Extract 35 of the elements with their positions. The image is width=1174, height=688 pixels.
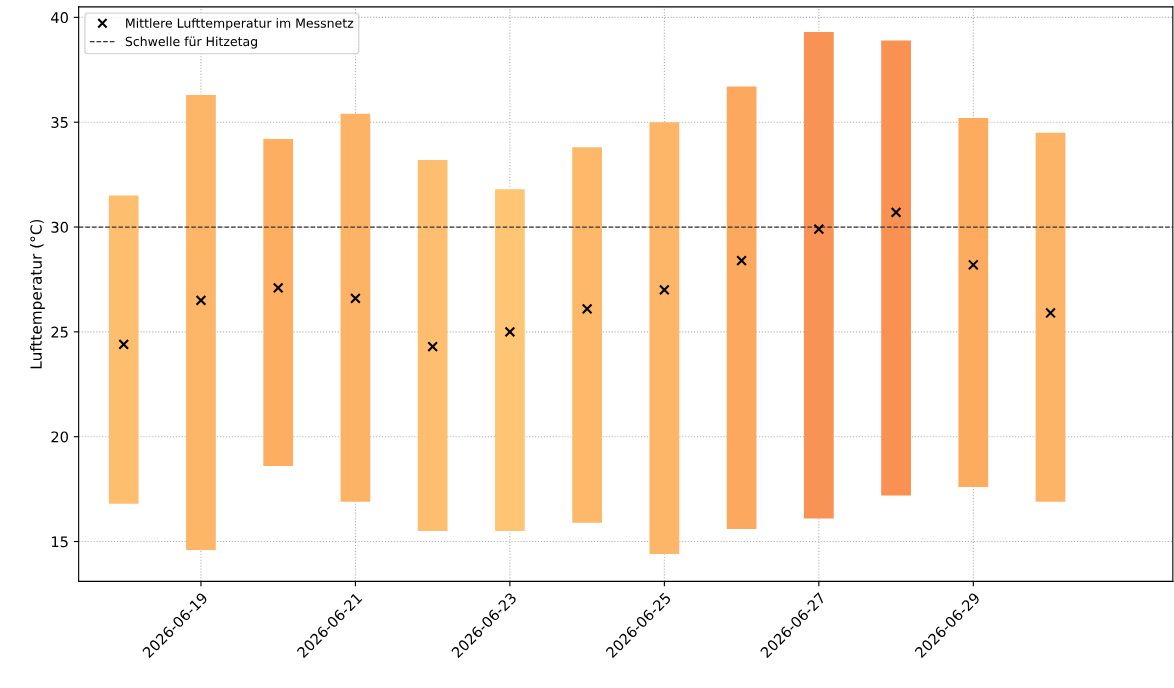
bar	[1035, 132, 1066, 502]
point	[195, 294, 207, 306]
bar	[572, 147, 602, 523]
bar	[649, 122, 680, 555]
point	[890, 206, 902, 218]
y-tick-label: 15	[51, 536, 68, 548]
point	[272, 282, 284, 294]
y-tick-label: 40	[51, 12, 68, 24]
point	[813, 223, 825, 235]
bar	[186, 94, 216, 550]
point	[581, 303, 593, 315]
y-tick-label: 35	[51, 116, 68, 128]
y-axis-title: Lufttemperatur (°C)	[30, 219, 45, 369]
point	[349, 292, 361, 304]
point	[736, 255, 748, 267]
legend-label: Mittlere Lufttemperatur im Messnetz	[126, 18, 354, 31]
bar	[495, 189, 525, 532]
y-tick-label: 20	[51, 431, 68, 443]
bar	[417, 159, 448, 532]
bar	[803, 32, 834, 519]
bar	[263, 138, 294, 467]
bar	[881, 40, 911, 496]
bar	[340, 113, 371, 502]
bar	[108, 195, 139, 504]
y-tick-label: 30	[51, 221, 68, 233]
point	[118, 339, 130, 350]
point	[504, 326, 516, 338]
point	[967, 259, 979, 271]
y-tick-label: 25	[51, 326, 68, 338]
legend-label: Schwelle für Hitzetag	[125, 36, 257, 49]
point	[1045, 307, 1056, 319]
bar	[958, 118, 989, 488]
bar	[726, 86, 757, 529]
point	[658, 284, 670, 296]
point	[427, 341, 439, 352]
